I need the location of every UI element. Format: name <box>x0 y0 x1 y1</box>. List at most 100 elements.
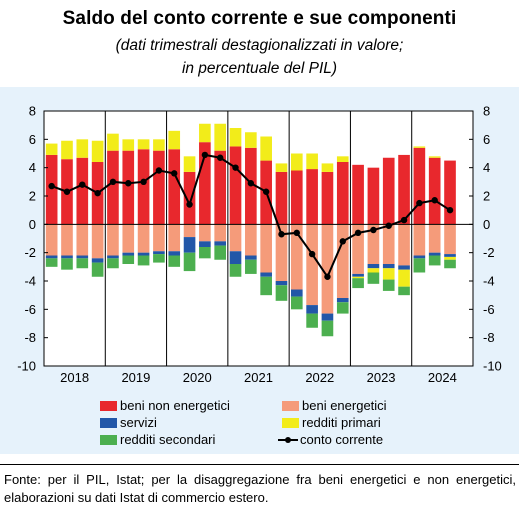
legend-swatch-beni-non-energetici <box>100 400 117 411</box>
y-tick-label-right-4: 4 <box>483 160 490 175</box>
y-tick-label-left-2: 2 <box>29 189 36 204</box>
bar-servizi-16 <box>290 289 303 297</box>
x-tick-label-2020: 2020 <box>183 370 212 385</box>
y-tick-label-left--8: -8 <box>24 330 36 345</box>
bar-beni-non-energetici-7 <box>153 150 165 225</box>
y-tick-label-right-0: 0 <box>483 217 490 232</box>
bar-beni-non-energetici-8 <box>168 149 181 225</box>
bar-beni-non-energetici-20 <box>352 164 364 225</box>
chart-subtitle-line1: (dati trimestrali destagionalizzati in v… <box>115 37 404 54</box>
bar-servizi-14 <box>260 272 272 277</box>
legend-item-redditi-secondari: redditi secondari <box>100 432 215 448</box>
point-conto-corrente-20 <box>354 229 362 237</box>
bar-redditi-primari-26 <box>444 256 456 260</box>
bar-beni-non-energetici-2 <box>76 157 89 225</box>
bar-redditi-primari-5 <box>122 139 135 151</box>
bar-redditi-secondari-6 <box>137 255 150 266</box>
bar-beni-non-energetici-19 <box>336 162 349 225</box>
bar-beni-non-energetici-4 <box>107 150 119 225</box>
bar-redditi-primari-21 <box>367 268 380 273</box>
bar-redditi-primari-4 <box>107 133 119 151</box>
point-conto-corrente-2 <box>79 181 86 188</box>
bar-beni-non-energetici-5 <box>122 150 135 225</box>
bar-beni-non-energetici-15 <box>275 171 288 225</box>
bar-beni-non-energetici-9 <box>183 171 196 225</box>
legend-item-servizi: servizi <box>100 415 157 431</box>
bar-redditi-primari-24 <box>413 146 426 148</box>
bar-redditi-secondari-15 <box>275 285 288 301</box>
point-conto-corrente-23 <box>400 216 408 224</box>
legend-label-redditi-primari: redditi primari <box>302 415 381 430</box>
legend: beni non energetici beni energetici serv… <box>100 398 460 452</box>
legend-swatch-conto-corrente <box>278 435 298 445</box>
bar-redditi-primari-16 <box>290 153 303 171</box>
chart-svg: -10 -10 -8 -8 -6 -6 -4 -4 -2 -2 0 0 2 2 4 4 6 6 8 8 2018 2019… <box>17 104 502 386</box>
bar-redditi-primari-25 <box>428 156 441 158</box>
bar-servizi-19 <box>336 298 349 303</box>
bar-servizi-4 <box>107 255 119 259</box>
bar-redditi-primari-20 <box>352 276 364 279</box>
bar-redditi-primari-22 <box>382 268 395 280</box>
point-conto-corrente-3 <box>94 189 101 197</box>
bar-redditi-primari-6 <box>137 139 150 150</box>
bar-servizi-18 <box>321 313 334 321</box>
bar-servizi-22 <box>382 264 395 269</box>
x-tick-label-2021: 2021 <box>244 370 273 385</box>
bar-redditi-primari-13 <box>245 132 257 148</box>
bar-beni-non-energetici-18 <box>321 171 334 225</box>
bar-beni-energetici-8 <box>168 224 181 252</box>
bar-redditi-secondari-1 <box>61 258 73 270</box>
bar-beni-energetici-22 <box>382 224 395 264</box>
point-conto-corrente-6 <box>140 178 147 186</box>
bar-beni-non-energetici-25 <box>428 157 441 225</box>
bar-redditi-primari-15 <box>275 163 288 172</box>
bar-redditi-primari-11 <box>214 123 227 151</box>
bar-servizi-5 <box>122 252 135 256</box>
bar-beni-non-energetici-11 <box>214 150 227 225</box>
bar-redditi-secondari-17 <box>306 313 318 328</box>
x-tick-label-2019: 2019 <box>121 370 150 385</box>
legend-item-redditi-primari: redditi primari <box>282 415 381 431</box>
bar-beni-non-energetici-12 <box>229 146 242 225</box>
bar-beni-energetici-5 <box>122 224 135 253</box>
plot-frame <box>43 110 474 367</box>
bar-servizi-9 <box>183 237 196 253</box>
x-tick-label-2018: 2018 <box>60 370 89 385</box>
point-conto-corrente-1 <box>63 188 71 195</box>
bar-servizi-26 <box>444 254 456 257</box>
bar-beni-energetici-13 <box>245 224 257 256</box>
bar-redditi-primari-2 <box>76 139 89 158</box>
legend-label-beni-non-energetici: beni non energetici <box>120 398 230 413</box>
chart-title: Saldo del conto corrente e sue component… <box>62 8 457 29</box>
bar-redditi-primari-9 <box>183 156 196 172</box>
point-conto-corrente-21 <box>370 226 377 234</box>
bar-redditi-primari-17 <box>306 153 318 170</box>
legend-swatch-beni-energetici <box>282 400 299 411</box>
bar-servizi-0 <box>45 255 58 259</box>
point-conto-corrente-13 <box>247 180 255 187</box>
y-tick-label-left--4: -4 <box>24 274 36 289</box>
bar-beni-non-energetici-23 <box>398 154 410 225</box>
bar-servizi-20 <box>352 273 364 277</box>
bar-redditi-secondari-20 <box>352 278 364 289</box>
point-conto-corrente-17 <box>308 250 316 258</box>
bar-redditi-secondari-5 <box>122 255 135 264</box>
point-conto-corrente-14 <box>262 188 270 195</box>
y-tick-label-right--4: -4 <box>483 274 495 289</box>
point-conto-corrente-26 <box>446 206 454 214</box>
source-divider <box>0 464 519 465</box>
bar-servizi-11 <box>214 241 227 246</box>
bar-beni-energetici-25 <box>428 224 441 253</box>
bar-beni-energetici-2 <box>76 224 89 256</box>
legend-label-redditi-secondari: redditi secondari <box>120 432 216 447</box>
y-tick-label-left-0: 0 <box>29 217 36 232</box>
x-tick-label-2022: 2022 <box>305 370 334 385</box>
legend-item-beni-energetici: beni energetici <box>282 398 387 414</box>
bar-redditi-secondari-8 <box>168 255 181 267</box>
bar-redditi-primari-18 <box>321 163 334 172</box>
bar-beni-energetici-15 <box>275 224 288 281</box>
bar-beni-energetici-1 <box>61 224 73 256</box>
legend-swatch-redditi-secondari <box>100 434 117 445</box>
bar-redditi-secondari-9 <box>183 252 196 272</box>
bar-redditi-primari-14 <box>260 136 272 161</box>
